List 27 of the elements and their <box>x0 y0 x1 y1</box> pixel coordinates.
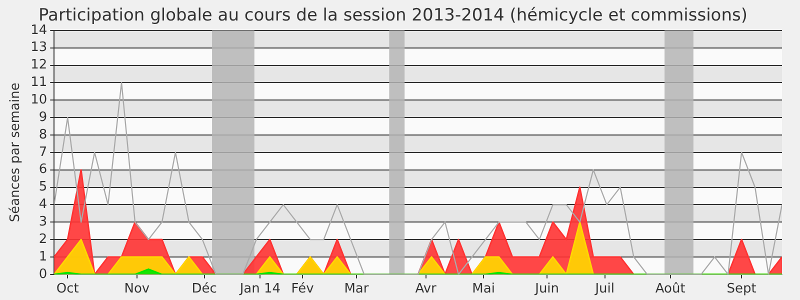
x-tick-label: Mar <box>344 282 370 297</box>
x-tick-label: Déc <box>192 282 217 297</box>
y-tick-label: 8 <box>38 127 48 142</box>
x-tick-label: Juin <box>534 282 560 297</box>
x-tick-label: Avr <box>415 282 438 297</box>
y-tick-label: 3 <box>38 214 48 230</box>
y-tick-label: 5 <box>38 180 48 195</box>
y-axis-title: Séances par semaine <box>8 82 24 222</box>
y-tick-label: 9 <box>38 110 48 125</box>
x-tick-label: Juil <box>594 282 614 297</box>
x-tick-label: Sept <box>726 282 756 297</box>
x-tick-label: Nov <box>124 282 150 297</box>
x-tick-label: Oct <box>56 282 79 297</box>
y-tick-label: 10 <box>30 92 48 108</box>
y-tick-label: 11 <box>30 75 48 90</box>
x-tick-label: Mai <box>472 282 495 297</box>
y-tick-label: 6 <box>38 162 48 178</box>
y-tick-label: 2 <box>38 232 48 247</box>
x-tick-label: Jan 14 <box>238 282 281 297</box>
x-tick-label: Août <box>655 282 686 297</box>
y-tick-label: 4 <box>38 197 48 212</box>
y-tick-label: 0 <box>38 266 48 282</box>
y-tick-label: 13 <box>30 40 48 56</box>
y-tick-label: 7 <box>38 144 48 160</box>
y-tick-label: 12 <box>30 58 48 73</box>
y-tick-label: 1 <box>38 249 48 264</box>
x-tick-label: Fév <box>291 282 314 297</box>
